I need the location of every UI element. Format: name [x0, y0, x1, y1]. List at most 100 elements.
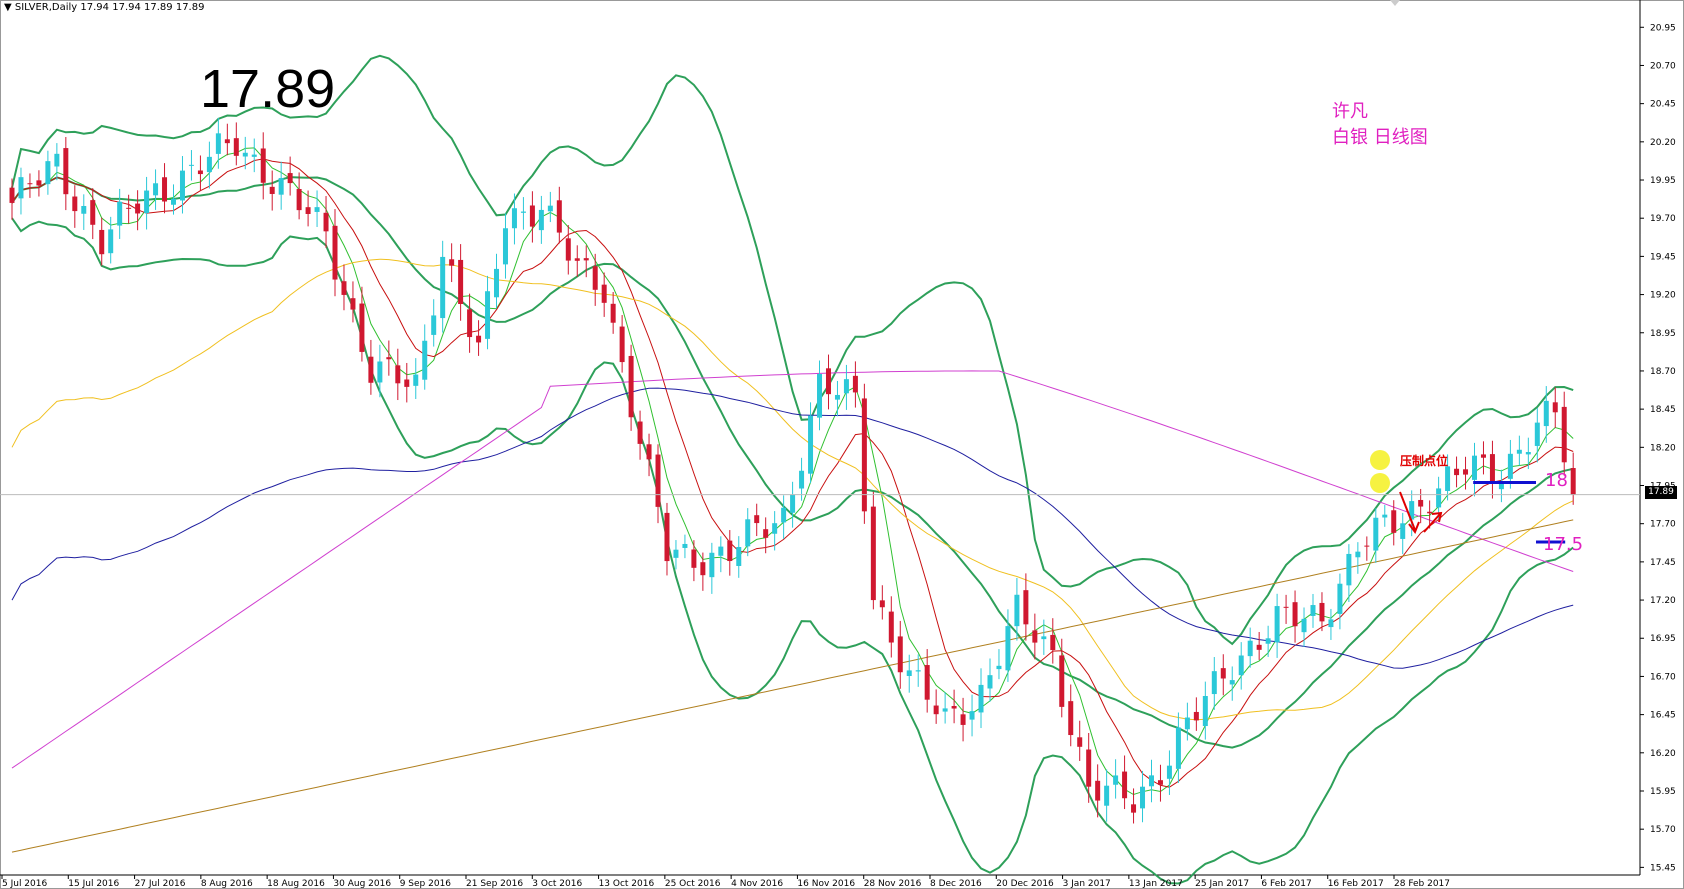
candle-body: [395, 365, 401, 384]
candle-body: [1480, 454, 1486, 458]
candle-body: [1023, 590, 1029, 625]
candle-body: [1337, 583, 1343, 614]
candle-body: [897, 636, 903, 673]
candle-body: [63, 148, 69, 195]
author-note: 许凡: [1332, 101, 1368, 122]
candle-body: [538, 209, 544, 231]
price-tick-label: 16.70: [1650, 672, 1676, 682]
candle-body: [915, 670, 921, 672]
candle-body: [825, 368, 831, 395]
price-tick-label: 15.45: [1650, 863, 1676, 873]
candle-body: [520, 211, 526, 213]
candle-body: [206, 156, 212, 173]
candle-body: [269, 186, 275, 194]
candle-body: [1140, 786, 1146, 809]
price-tick-label: 19.70: [1650, 214, 1676, 224]
candle-body: [1454, 468, 1460, 476]
price-tick-label: 16.45: [1650, 711, 1676, 721]
candle-body: [556, 200, 562, 233]
candle-body: [1220, 668, 1226, 679]
candle-body: [467, 309, 473, 338]
price-tick-label: 15.95: [1650, 787, 1676, 797]
candle-body: [808, 415, 814, 474]
big-price-label: 17.89: [200, 59, 336, 119]
candle-body: [18, 177, 24, 199]
candle-body: [404, 379, 410, 387]
candle-body: [1202, 695, 1208, 727]
candle-body: [135, 203, 141, 214]
price-tick-label: 17.70: [1650, 520, 1676, 530]
price-tick-label: 18.95: [1650, 329, 1676, 339]
level-label-low: 17.5: [1543, 534, 1584, 555]
candle-body: [933, 705, 939, 715]
candle-body: [861, 398, 867, 512]
candle-body: [72, 196, 78, 212]
price-tick-label: 19.45: [1650, 252, 1676, 262]
candle-body: [54, 153, 60, 167]
time-tick-label: 21 Sep 2016: [466, 879, 523, 889]
time-tick-label: 4 Nov 2016: [731, 879, 783, 889]
candle-body: [1175, 727, 1181, 769]
candle-body: [233, 138, 239, 156]
candle-body: [108, 229, 114, 254]
time-tick-label: 16 Nov 2016: [797, 879, 855, 889]
candle-body: [1032, 630, 1038, 643]
candle-body: [1274, 606, 1280, 643]
bollinger-middle: [11, 176, 1574, 749]
price-tick-label: 19.20: [1650, 291, 1676, 301]
candle-body: [1229, 680, 1235, 685]
up-arrow-head: [1431, 511, 1443, 523]
candle-body: [323, 212, 329, 232]
candle-body: [817, 373, 823, 418]
candle-body: [162, 177, 168, 202]
candle-body: [1283, 606, 1289, 608]
candle-body: [1122, 771, 1128, 799]
price-tick-label: 20.45: [1650, 100, 1676, 110]
price-tick-label: 20.70: [1650, 61, 1676, 71]
candle-body: [1166, 765, 1172, 779]
candle-body: [834, 394, 840, 400]
candle-body: [601, 284, 607, 303]
time-tick-label: 15 Jul 2016: [68, 879, 119, 889]
up-arrow: [1423, 513, 1441, 533]
time-tick-label: 8 Aug 2016: [201, 879, 253, 889]
candle-body: [1534, 422, 1540, 446]
candle-body: [1157, 780, 1163, 785]
candle-body: [440, 256, 446, 319]
candle-body: [646, 444, 652, 460]
candle-body: [1445, 466, 1451, 491]
ma-10: [11, 158, 1574, 788]
candle-body: [691, 549, 697, 568]
candle-body: [790, 494, 796, 513]
candle-body: [1256, 644, 1262, 650]
time-tick-label: 28 Feb 2017: [1394, 879, 1450, 889]
candle-body: [422, 340, 428, 380]
candle-body: [171, 198, 177, 205]
bollinger-lower: [11, 217, 1574, 885]
candle-body: [547, 205, 553, 212]
ma-30: [11, 258, 1574, 721]
candle-body: [1543, 400, 1549, 427]
time-tick-label: 6 Feb 2017: [1261, 879, 1311, 889]
candle-body: [1014, 594, 1020, 627]
candle-body: [1552, 402, 1558, 413]
bollinger-upper: [11, 54, 1574, 646]
candle-body: [736, 546, 742, 566]
candle-body: [754, 515, 760, 524]
candle-body: [1436, 488, 1442, 508]
candle-body: [359, 303, 365, 352]
candle-body: [1319, 602, 1325, 622]
candle-body: [628, 355, 634, 418]
candle-body: [502, 228, 508, 265]
candle-body: [9, 187, 15, 203]
candle-body: [673, 549, 679, 558]
candle-body: [852, 375, 858, 393]
candle-body: [1095, 780, 1101, 801]
candle-body: [251, 154, 257, 157]
candle-body: [368, 356, 374, 383]
candle-body: [870, 506, 876, 601]
symbol-header: ▼ SILVER,Daily 17.94 17.94 17.89 17.89: [4, 2, 205, 13]
